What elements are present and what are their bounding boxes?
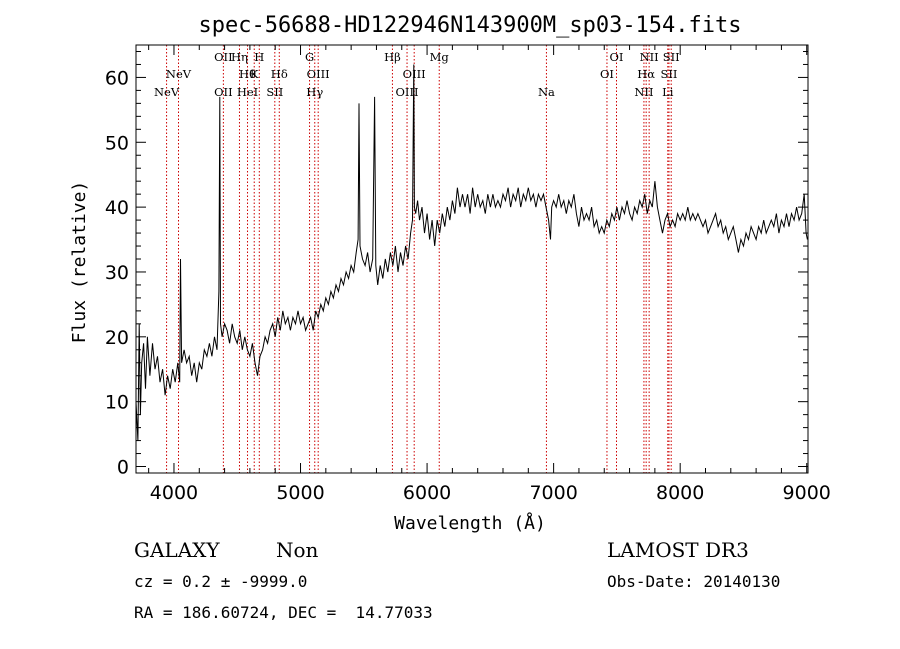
y-tick-label: 60 — [105, 67, 129, 89]
emission-line-label: OIII — [396, 85, 419, 99]
emission-line-label: SII — [660, 67, 677, 81]
emission-line-label: K — [250, 67, 259, 81]
survey-label: LAMOST DR3 — [607, 538, 749, 562]
chart-title: spec-56688-HD122946N143900M_sp03-154.fit… — [198, 13, 741, 38]
emission-line-label: Hθ — [239, 67, 256, 81]
x-tick-label: 4000 — [150, 482, 198, 504]
x-tick-label: 9000 — [783, 482, 831, 504]
plot-axes: 4000 5000 6000 7000 8000 9000 0 10 20 30 40 50 60 — [105, 44, 831, 504]
y-tick-label: 40 — [105, 197, 129, 219]
emission-line-markers — [166, 45, 672, 473]
y-tick-label: 10 — [105, 392, 129, 414]
emission-line-label: SII — [266, 85, 283, 99]
emission-line-label: Hδ — [271, 67, 288, 81]
emission-line-label: OI — [600, 67, 614, 81]
emission-line-label: NeV — [166, 67, 192, 81]
spectrum-series-line — [135, 64, 808, 441]
y-axis-label: Flux (relative) — [69, 181, 90, 344]
emission-line-label: NII — [634, 85, 653, 99]
obs-date-readout: Obs-Date: 20140130 — [607, 572, 781, 591]
y-tick-label: 30 — [105, 262, 129, 284]
emission-line-label: HeI — [237, 85, 258, 99]
emission-line-label: Hα — [637, 67, 655, 81]
emission-line-label: H — [254, 50, 264, 64]
emission-line-label: Na — [538, 85, 555, 99]
x-axis-label: Wavelength (Å) — [394, 512, 546, 534]
coordinates-readout: RA = 186.60724, DEC = 14.77033 — [134, 603, 433, 622]
emission-line-label: NeV — [154, 85, 180, 99]
emission-line-label: OIII — [307, 67, 330, 81]
emission-line-label: Li — [662, 85, 674, 99]
y-tick-label: 0 — [117, 457, 129, 479]
emission-line-label: Hγ — [306, 85, 323, 99]
emission-line-label: Mg — [430, 50, 450, 64]
x-tick-label: 5000 — [276, 482, 324, 504]
x-tick-label: 7000 — [529, 482, 577, 504]
emission-line-label: OII — [214, 85, 233, 99]
x-tick-label: 8000 — [656, 482, 704, 504]
classification-label: GALAXY — [134, 538, 220, 562]
emission-line-label: OII — [214, 50, 233, 64]
subclass-label: Non — [276, 538, 319, 562]
emission-line-label: NII — [640, 50, 659, 64]
y-tick-label: 50 — [105, 132, 129, 154]
redshift-readout: cz = 0.2 ± -9999.0 — [134, 572, 308, 591]
plot-frame — [135, 44, 809, 474]
emission-line-label: SII — [663, 50, 680, 64]
emission-line-label: G — [305, 50, 314, 64]
emission-line-label: Hβ — [384, 50, 401, 64]
y-tick-label: 20 — [105, 327, 129, 349]
x-tick-label: 6000 — [403, 482, 451, 504]
emission-line-label: Hη — [231, 50, 248, 64]
emission-line-label: OI — [610, 50, 624, 64]
